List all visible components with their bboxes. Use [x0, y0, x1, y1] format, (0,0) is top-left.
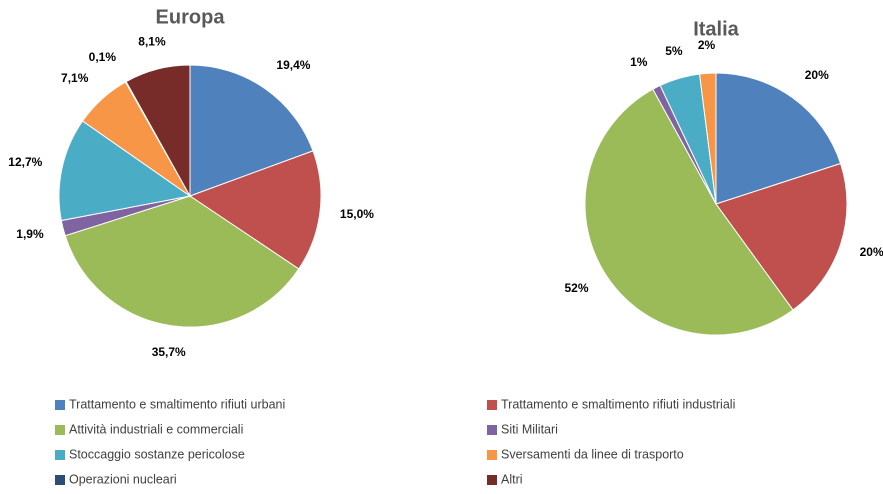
data-label: 35,7%	[152, 345, 186, 359]
data-label: 7,1%	[61, 71, 89, 85]
data-label: 20%	[805, 68, 829, 82]
chart-title: Italia	[693, 18, 739, 40]
pie-slice	[64, 195, 300, 328]
legend-swatch	[487, 450, 497, 460]
data-label: 1%	[630, 55, 648, 69]
pie-slice	[715, 72, 842, 205]
legend-swatch	[487, 475, 497, 485]
legend-label: Siti Militari	[501, 422, 558, 436]
legend-swatch	[55, 475, 65, 485]
data-label: 15,0%	[340, 207, 374, 221]
legend-swatch	[55, 425, 65, 435]
legend-swatch	[55, 400, 65, 410]
pie-slice	[188, 150, 322, 270]
data-label: 2%	[698, 38, 716, 52]
data-label: 1,9%	[16, 227, 44, 241]
pie-slice	[58, 120, 192, 222]
data-label: 5%	[665, 44, 683, 58]
legend-swatch	[55, 450, 65, 460]
legend-label: Stoccaggio sostanze pericolose	[69, 447, 245, 461]
chart-title: Europa	[156, 6, 226, 28]
data-label: 19,4%	[276, 58, 310, 72]
legend-label: Altri	[501, 472, 523, 486]
legend-swatch	[487, 425, 497, 435]
pie-slice	[699, 72, 717, 205]
legend-label: Operazioni nucleari	[69, 472, 177, 486]
pie-slice	[715, 162, 848, 311]
legend-label: Sversamenti da linee di trasporto	[501, 447, 684, 461]
data-label: 20%	[860, 245, 883, 259]
data-label: 52%	[564, 281, 588, 295]
legend-label: Trattamento e smaltimento rifiuti urbani	[69, 397, 285, 411]
pie-slice	[584, 88, 794, 336]
legend-label: Attività industriali e commerciali	[69, 422, 243, 436]
data-label: 12,7%	[8, 155, 42, 169]
legend-label: Trattamento e smaltimento rifiuti indust…	[501, 397, 735, 411]
legend-swatch	[487, 400, 497, 410]
data-label: 0,1%	[89, 50, 117, 64]
pie-slice	[125, 64, 191, 198]
data-label: 8,1%	[138, 35, 166, 49]
pie-slice	[189, 64, 314, 197]
